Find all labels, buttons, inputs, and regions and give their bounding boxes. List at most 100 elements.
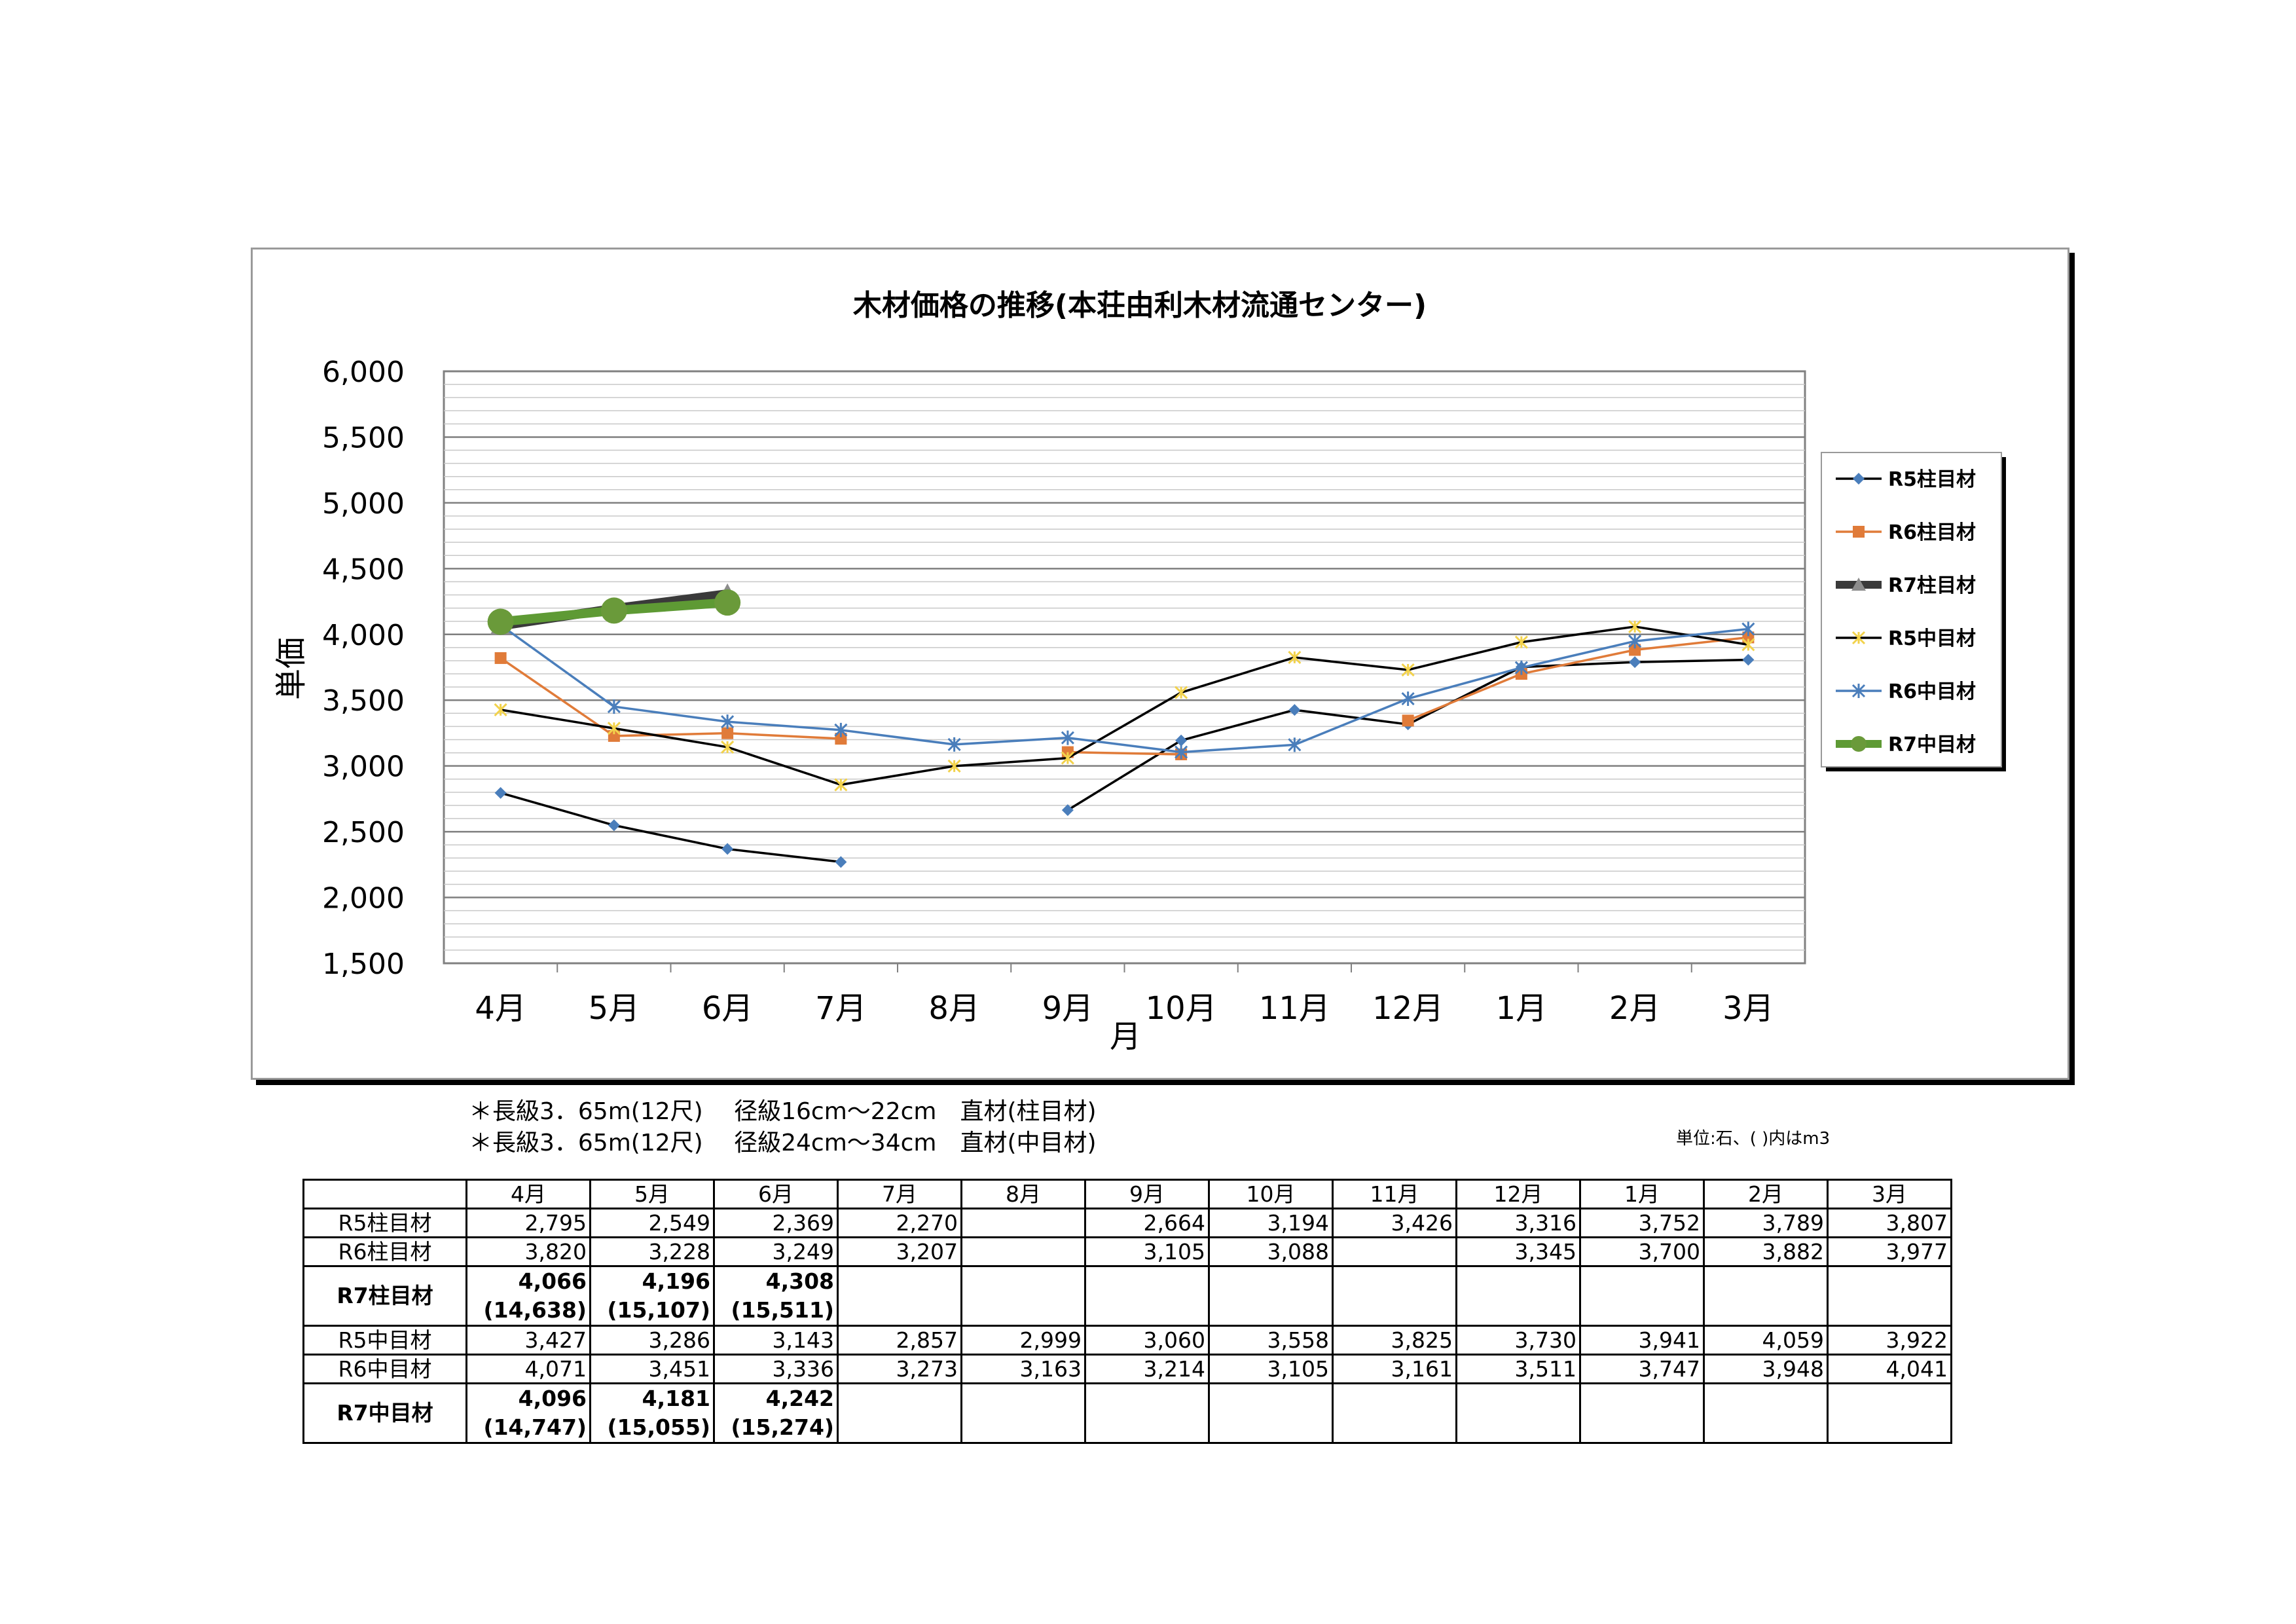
note-line-1: ＊長級3．65m(12尺) 径級16cm～22cm 直材(柱目材) (469, 1098, 1097, 1125)
value-cell: 2,857 (837, 1325, 962, 1356)
month-header: 5月 (589, 1179, 715, 1209)
value-cubic-meter: (15,511) (731, 1297, 834, 1323)
data-point (607, 722, 621, 735)
value-cell: 3,882 (1703, 1236, 1829, 1267)
data-point (1741, 638, 1755, 652)
value-cell: 4,181 (15,055) (589, 1382, 715, 1444)
y-tick-label: 5,500 (322, 421, 405, 454)
unit-note: 単位:石、( )内はm3 (1676, 1129, 1831, 1149)
note-line-2: ＊長級3．65m(12尺) 径級24cm～34cm 直材(中目材) (469, 1130, 1097, 1156)
value-cell: 4,071 (465, 1354, 591, 1384)
legend-item: R5柱目材 (1836, 468, 1976, 491)
data-point (721, 740, 735, 754)
value-stone: 4,181 (642, 1386, 710, 1411)
y-tick-label: 6,000 (322, 356, 405, 389)
x-tick-label: 6月 (702, 990, 754, 1027)
table-corner-cell (302, 1179, 467, 1209)
table-row: R5中目材 3,427 3,286 3,143 2,857 2,999 3,060 3,558… (302, 1325, 1952, 1356)
value-cell: 2,795 (465, 1208, 591, 1238)
x-axis-ticks: 4月 5月 6月 7月 8月 9月 10月 11月 12月 1月 2月 3月 (475, 963, 1774, 1027)
row-label: R7柱目材 (302, 1265, 467, 1327)
legend-label: R6中目材 (1888, 680, 1976, 703)
value-cell: 3,977 (1827, 1236, 1952, 1267)
value-cell (1827, 1382, 1952, 1444)
data-point (1741, 621, 1755, 637)
value-cell: 3,143 (713, 1325, 839, 1356)
y-tick-label: 2,500 (322, 816, 405, 849)
legend-swatch-marker (1853, 473, 1865, 485)
data-point (721, 727, 734, 739)
x-tick-label: 5月 (589, 990, 640, 1027)
value-stone: 4,096 (518, 1386, 587, 1411)
value-cell (1579, 1382, 1705, 1444)
legend-item: R6柱目材 (1836, 521, 1976, 544)
legend-label: R5柱目材 (1888, 468, 1976, 491)
value-cell: 3,088 (1208, 1236, 1334, 1267)
x-tick-label: 12月 (1372, 990, 1444, 1027)
x-tick-label: 1月 (1496, 990, 1548, 1027)
data-point (834, 722, 848, 737)
data-point (487, 608, 514, 635)
value-cell: 3,273 (837, 1354, 962, 1384)
value-stone: 4,242 (765, 1386, 834, 1411)
series-line (500, 625, 1749, 786)
row-label: R5中目材 (302, 1325, 467, 1356)
value-cell (1703, 1382, 1829, 1444)
plot-area (443, 370, 1806, 965)
value-cell: 4,059 (1703, 1325, 1829, 1356)
series-4 (494, 619, 1755, 792)
value-cell: 3,922 (1827, 1325, 1952, 1356)
value-cell: 3,105 (1208, 1354, 1334, 1384)
value-cell: 3,163 (960, 1354, 1086, 1384)
data-point (1288, 704, 1301, 716)
value-cell (837, 1382, 962, 1444)
x-tick-label: 4月 (475, 990, 526, 1027)
x-axis-label: 月 (1110, 1018, 1141, 1055)
value-cell: 3,730 (1455, 1325, 1581, 1356)
value-stone: 4,066 (518, 1268, 587, 1294)
data-point (608, 819, 620, 832)
data-point (494, 786, 507, 799)
value-cell: 3,105 (1084, 1236, 1210, 1267)
value-cell: 3,558 (1208, 1325, 1334, 1356)
y-axis-ticks: 6,000 5,500 5,000 4,500 4,000 3,500 3,000 2,500… (322, 356, 405, 981)
data-point (1629, 656, 1641, 669)
legend-swatch-marker (1851, 736, 1867, 752)
value-cell: 4,196 (15,107) (589, 1265, 715, 1327)
line-chart: 木材価格の推移(本荘由利木材流通センター) 6,000 5,500 5,000 4,5… (273, 289, 2006, 1055)
month-header: 6月 (713, 1179, 839, 1209)
month-header: 11月 (1332, 1179, 1457, 1209)
value-cell (1455, 1265, 1581, 1327)
value-cell: 2,664 (1084, 1208, 1210, 1238)
legend-item: R5中目材 (1836, 627, 1976, 650)
value-cell: 3,345 (1455, 1236, 1581, 1267)
x-tick-label: 2月 (1609, 990, 1661, 1027)
y-tick-label: 1,500 (322, 948, 405, 981)
month-header: 9月 (1084, 1179, 1210, 1209)
value-cell: 2,549 (589, 1208, 715, 1238)
value-cell: 4,066 (14,638) (465, 1265, 591, 1327)
data-point (1061, 751, 1074, 765)
value-cell: 3,161 (1332, 1354, 1457, 1384)
data-point (835, 733, 847, 745)
value-cell: 3,700 (1579, 1236, 1705, 1267)
series-line (1407, 636, 1749, 722)
value-cell: 3,820 (465, 1236, 591, 1267)
value-cell (960, 1382, 1086, 1444)
data-point (1175, 734, 1188, 747)
row-label: R6中目材 (302, 1354, 467, 1384)
y-tick-label: 3,500 (322, 684, 405, 718)
value-cell: 3,511 (1455, 1354, 1581, 1384)
data-point (834, 778, 848, 792)
value-cell (837, 1265, 962, 1327)
legend-swatch-marker (1851, 578, 1866, 591)
row-label: R5柱目材 (302, 1208, 467, 1238)
series-line (500, 624, 1749, 754)
series-line (500, 657, 841, 740)
value-stone: 4,308 (765, 1268, 834, 1294)
month-header: 1月 (1579, 1179, 1705, 1209)
value-stone: 4,196 (642, 1268, 710, 1294)
value-cell (1208, 1382, 1334, 1444)
legend-label: R7柱目材 (1888, 574, 1976, 597)
data-point (714, 589, 741, 616)
